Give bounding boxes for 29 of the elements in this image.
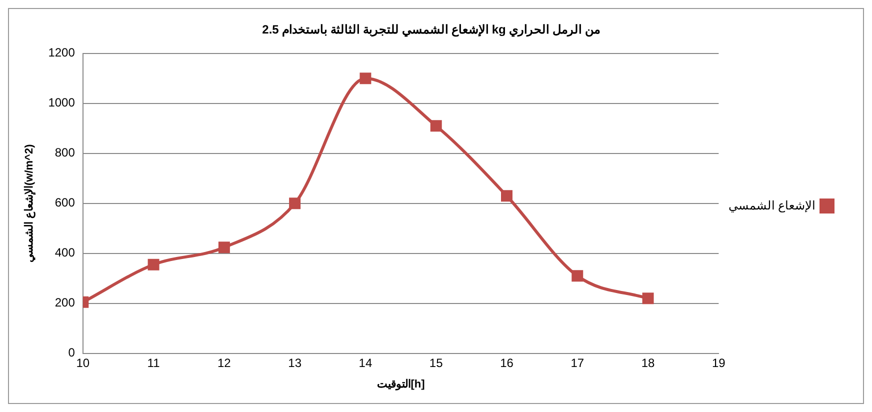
x-tick-label: 14 [358,356,372,370]
x-tick-label: 12 [218,356,232,370]
x-tick-label: 16 [500,356,514,370]
point [360,72,372,84]
x-tick-label: 19 [712,356,726,370]
point [218,242,230,254]
y-tick-label: 400 [54,246,76,260]
legend-label: الإشعاع الشمسي [728,198,815,214]
point [289,198,301,210]
point [430,120,442,132]
x-tick-label: 11 [147,356,160,370]
point [642,292,654,304]
y-tick-label: 800 [54,146,76,160]
x-tick-label: 13 [288,356,302,370]
x-axis-title: التوقيت[h] [376,378,426,390]
chart-title: الإشعاع الشمسي للتجربة الثالثة باستخدام 2.5 kg من الرمل الحراري [262,22,600,38]
y-axis-title: الإشعاع الشمسي(w/m^2) [24,144,37,263]
point [501,190,512,202]
y-tick-label: 1000 [48,96,76,110]
x-tick-label: 10 [76,356,90,370]
y-tick-label: 0 [68,346,76,360]
point [148,258,160,270]
x-tick-label: 15 [429,356,444,370]
x-tick-label: 17 [570,356,584,370]
x-tick-label: 18 [641,356,656,370]
y-tick-label: 600 [54,196,76,210]
point [572,270,584,282]
y-tick-label: 1200 [48,46,76,60]
y-tick-label: 200 [54,296,76,310]
